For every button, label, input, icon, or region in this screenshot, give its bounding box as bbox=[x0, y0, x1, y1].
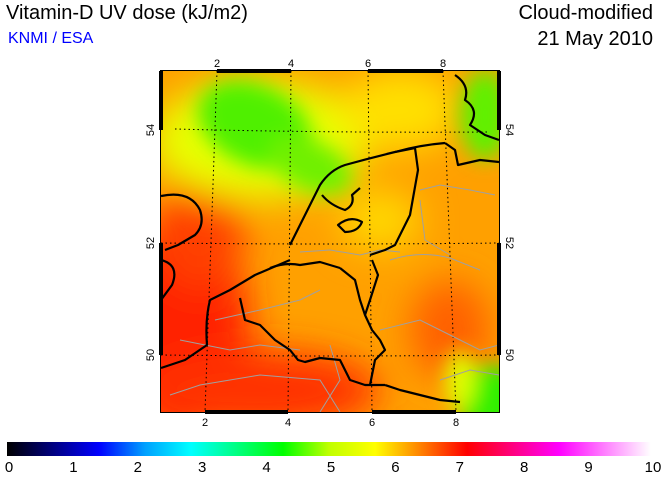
colorbar-tick-label: 4 bbox=[262, 459, 271, 476]
map-title: Vitamin-D UV dose (kJ/m2) bbox=[6, 2, 248, 24]
coastline bbox=[161, 74, 499, 404]
colorbar-tick-label: 0 bbox=[4, 459, 14, 476]
lon-tick-bottom: 8 bbox=[453, 417, 459, 429]
uv-dose-map: 2 4 6 8 2 4 6 8 54 52 50 54 52 50 bbox=[145, 58, 515, 429]
lon-tick-bottom: 6 bbox=[369, 417, 375, 429]
colorbar-tick-label: 1 bbox=[69, 459, 78, 476]
borders-minor bbox=[169, 184, 499, 412]
lon-tick-bottom: 2 bbox=[202, 417, 208, 429]
colorbar-tick-label: 8 bbox=[520, 459, 529, 476]
lat-tick-right: 50 bbox=[503, 349, 515, 361]
mode-label: Cloud-modified bbox=[518, 2, 653, 24]
colorbar-tick-label: 2 bbox=[133, 459, 142, 476]
lon-tick-bottom: 4 bbox=[285, 417, 291, 429]
lon-tick-top: 6 bbox=[365, 58, 371, 70]
colorbar-tick-label: 7 bbox=[455, 459, 464, 476]
date-label: 21 May 2010 bbox=[537, 28, 653, 50]
colorbar-tick-label: 10 bbox=[644, 459, 662, 476]
source-label: KNMI / ESA bbox=[8, 30, 94, 47]
colorbar bbox=[7, 442, 651, 456]
colorbar-tick-label: 9 bbox=[584, 459, 593, 476]
lat-tick-right: 54 bbox=[503, 124, 515, 136]
colorbar-tick-label: 6 bbox=[391, 459, 400, 476]
lon-tick-top: 8 bbox=[440, 58, 446, 70]
lat-tick-left: 50 bbox=[145, 349, 157, 361]
lat-tick-right: 52 bbox=[503, 237, 515, 249]
graticule bbox=[161, 71, 499, 412]
colorbar-tick-label: 3 bbox=[198, 459, 207, 476]
lat-tick-left: 54 bbox=[145, 124, 157, 136]
lon-tick-top: 2 bbox=[214, 58, 220, 70]
dose-field bbox=[161, 71, 499, 412]
colorbar-tick-label: 5 bbox=[326, 459, 336, 476]
map-frame bbox=[160, 70, 500, 413]
lon-tick-top: 4 bbox=[288, 58, 294, 70]
frame-bars bbox=[159, 69, 501, 414]
lat-tick-left: 52 bbox=[145, 237, 157, 249]
